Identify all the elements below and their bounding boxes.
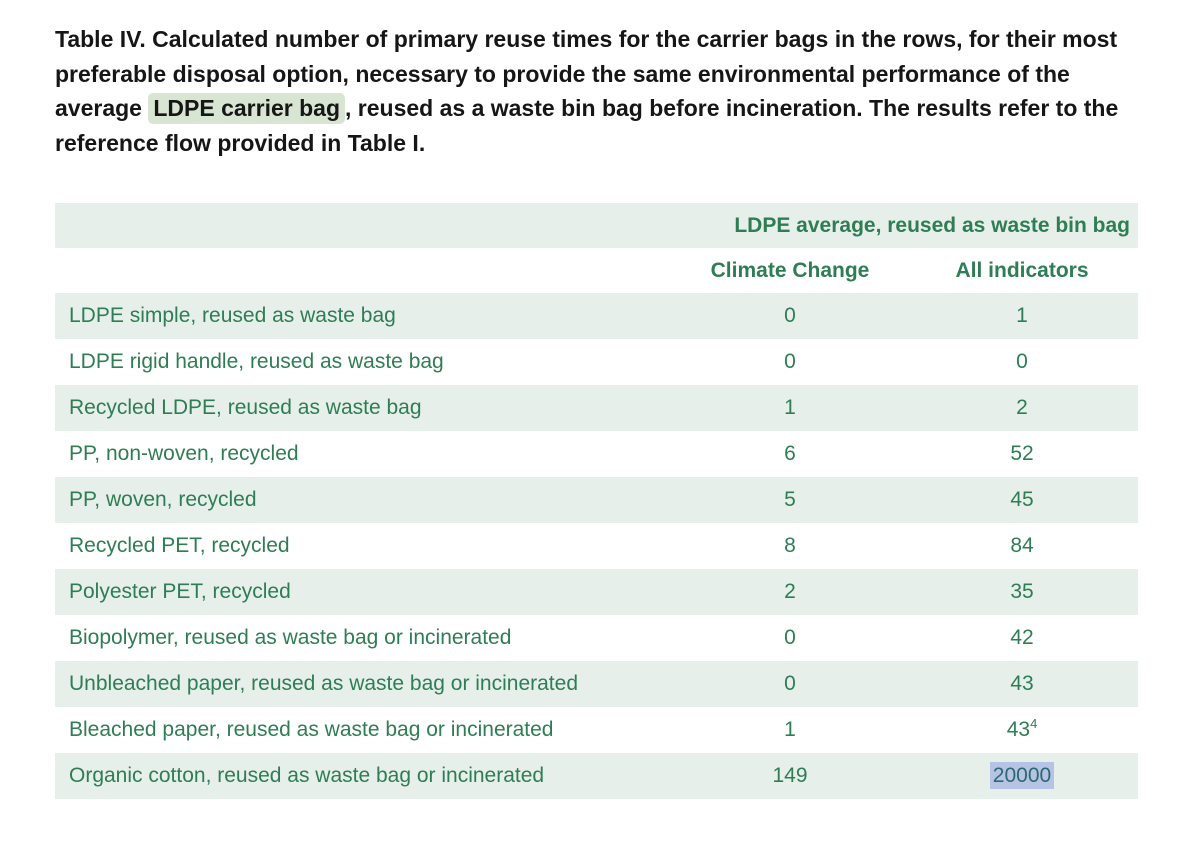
cell-all-indicators: 84 [1010,534,1034,557]
table-caption: Table IV. Calculated number of primary r… [55,22,1147,160]
row-label: Biopolymer, reused as waste bag or incin… [69,626,512,649]
row-label: Polyester PET, recycled [69,580,291,603]
group-header-row: LDPE average, reused as waste bin bag [55,203,1139,248]
cell-all-indicators: 52 [1010,442,1034,465]
caption-text-pre: Table IV. Calculated number of primary r… [55,26,1118,121]
cell-climate-change: 149 [772,764,808,787]
table-row: PP, non-woven, recycled 6 52 [55,431,1138,477]
row-label: Organic cotton, reused as waste bag or i… [69,764,545,787]
cell-climate-change: 0 [784,304,796,327]
caption-text-post: , reused as a waste bin bag before incin… [55,95,1119,156]
cell-climate-change: 8 [784,534,796,557]
cell-climate-change: 0 [784,626,796,649]
row-label: Recycled LDPE, reused as waste bag [69,396,422,419]
cell-climate-change: 0 [784,350,796,373]
cell-climate-change: 2 [784,580,796,603]
table-row: Bleached paper, reused as waste bag or i… [55,707,1138,753]
cell-value: 43 [1006,718,1031,741]
cell-all-indicators: 35 [1010,580,1034,603]
table-row: Unbleached paper, reused as waste bag or… [55,661,1139,707]
row-label: LDPE rigid handle, reused as waste bag [69,350,444,373]
cell-all-indicators: 20000 [906,753,1138,799]
cell-climate-change: 5 [784,488,796,511]
cell-all-indicators: 2 [1016,396,1028,419]
row-label: LDPE simple, reused as waste bag [69,304,396,327]
selected-value: 20000 [989,762,1055,789]
table-row: Recycled PET, recycled 8 84 [55,523,1138,569]
row-label: PP, woven, recycled [69,488,257,511]
group-header-spacer [55,203,674,248]
column-header-all-indicators: All indicators [955,258,1089,282]
cell-climate-change: 6 [784,442,796,465]
column-header-climate-change: Climate Change [710,258,870,282]
row-label: Bleached paper, reused as waste bag or i… [69,718,554,741]
cell-all-indicators: 1 [1016,304,1028,327]
cell-all-indicators: 0 [1016,350,1028,373]
table-row: Biopolymer, reused as waste bag or incin… [55,615,1138,661]
row-label: Unbleached paper, reused as waste bag or… [69,672,579,695]
table-row: Organic cotton, reused as waste bag or i… [55,753,1139,799]
table-group-header: LDPE average, reused as waste bin bag [734,213,1131,237]
table-row: Polyester PET, recycled 2 35 [55,569,1139,615]
table-row: Recycled LDPE, reused as waste bag 1 2 [55,385,1139,431]
cell-climate-change: 1 [784,718,796,741]
column-header-row: Climate Change All indicators [55,248,1138,293]
cell-all-indicators: 42 [1010,626,1034,649]
results-table: LDPE average, reused as waste bin bag Cl… [55,203,1139,799]
row-label: Recycled PET, recycled [69,534,290,557]
cell-all-indicators: 43 [1010,672,1034,695]
cell-climate-change: 0 [784,672,796,695]
table-row: PP, woven, recycled 5 45 [55,477,1139,523]
table-row: LDPE simple, reused as waste bag 0 1 [55,293,1139,339]
footnote-superscript: 4 [1030,716,1038,731]
cell-climate-change: 1 [784,396,796,419]
caption-highlight: LDPE carrier bag [148,93,345,124]
cell-all-indicators: 45 [1010,488,1034,511]
column-header-spacer [55,248,674,293]
table-row: LDPE rigid handle, reused as waste bag 0… [55,339,1138,385]
row-label: PP, non-woven, recycled [69,442,299,465]
cell-all-indicators: 434 [906,707,1138,753]
